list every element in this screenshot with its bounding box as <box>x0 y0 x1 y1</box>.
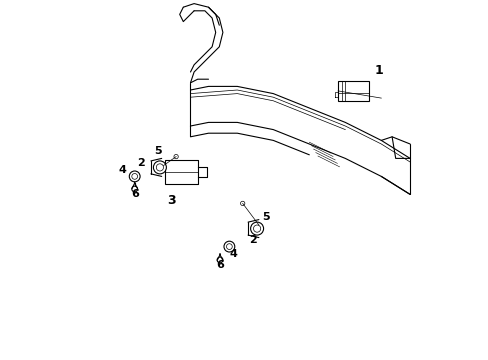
Text: 5: 5 <box>154 146 162 156</box>
Text: 3: 3 <box>167 194 175 207</box>
Circle shape <box>132 174 137 179</box>
Circle shape <box>153 161 166 174</box>
Circle shape <box>132 186 137 192</box>
Text: 1: 1 <box>373 64 382 77</box>
Text: 2: 2 <box>249 235 257 245</box>
Circle shape <box>217 257 223 263</box>
Circle shape <box>253 225 260 232</box>
Circle shape <box>250 222 263 235</box>
Text: 5: 5 <box>262 212 269 222</box>
Text: 2: 2 <box>137 158 144 168</box>
Circle shape <box>224 241 234 252</box>
Text: 4: 4 <box>118 165 126 175</box>
Circle shape <box>174 154 178 159</box>
Text: 6: 6 <box>216 260 224 270</box>
Bar <box>165 160 197 184</box>
Text: 6: 6 <box>130 189 139 199</box>
Circle shape <box>156 164 163 171</box>
Circle shape <box>240 201 244 206</box>
Bar <box>337 81 368 101</box>
Circle shape <box>226 244 232 249</box>
Text: 4: 4 <box>229 249 237 260</box>
Circle shape <box>129 171 140 182</box>
